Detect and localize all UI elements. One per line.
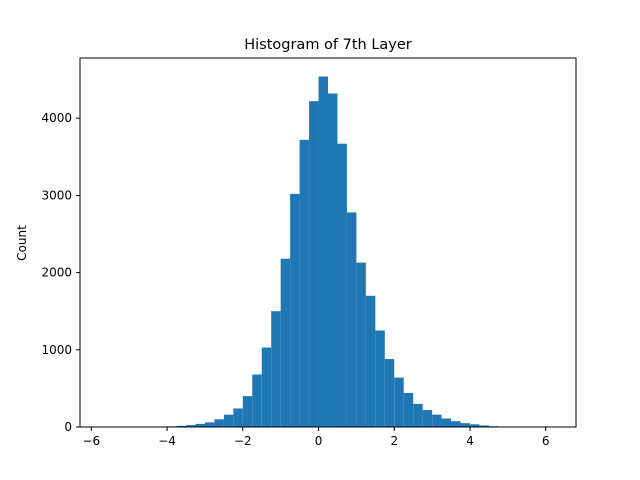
histogram-bar — [469, 424, 480, 427]
histogram-bar — [413, 403, 423, 427]
histogram-bar — [432, 414, 442, 427]
histogram-bar — [384, 359, 395, 427]
plot-area-frame — [79, 57, 577, 428]
histogram-bar — [318, 76, 328, 428]
histogram-bars — [91, 76, 556, 428]
histogram-bar — [261, 347, 272, 427]
x-tick-label: 6 — [542, 434, 550, 448]
x-tick-label: −6 — [83, 434, 101, 448]
histogram-bar — [460, 423, 470, 427]
histogram-bar — [375, 330, 385, 427]
histogram-bar — [309, 101, 319, 427]
histogram-bar — [451, 421, 461, 427]
histogram-bar — [365, 295, 376, 427]
histogram-bar — [242, 396, 253, 427]
histogram-bar — [346, 212, 357, 427]
histogram-bar — [403, 393, 414, 427]
x-tick-label: 0 — [315, 434, 323, 448]
y-tick-label: 2000 — [41, 266, 72, 280]
y-axis-label: Count — [15, 225, 29, 261]
y-axis-ticks: 0 1000 2000 3000 4000 — [41, 111, 80, 434]
histogram-bar — [223, 414, 234, 427]
histogram-bar — [195, 423, 205, 427]
histogram-bar — [280, 258, 291, 427]
y-tick-label: 1000 — [41, 343, 72, 357]
histogram-bar — [356, 262, 366, 427]
y-tick-label: 3000 — [41, 188, 72, 202]
histogram-bar — [441, 418, 452, 427]
histogram-bar — [204, 422, 215, 427]
histogram-bar — [328, 93, 338, 427]
histogram-bar — [394, 377, 404, 427]
x-tick-label: 2 — [390, 434, 398, 448]
histogram-bar — [422, 410, 433, 427]
x-tick-label: 4 — [466, 434, 474, 448]
histogram-bar — [176, 425, 187, 427]
x-tick-label: −2 — [234, 434, 252, 448]
histogram-bar — [252, 374, 262, 427]
histogram-bar — [337, 143, 347, 427]
histogram-bar — [479, 425, 489, 427]
histogram-bar — [299, 139, 310, 428]
histogram-bar — [214, 419, 224, 427]
histogram-bar — [233, 408, 243, 427]
y-tick-label: 0 — [64, 420, 72, 434]
histogram-bar — [290, 193, 300, 427]
histogram-bar — [186, 425, 196, 427]
histogram-bar — [271, 311, 281, 427]
x-axis-ticks: −6 −4 −2 0 2 4 6 — [83, 427, 550, 448]
y-tick-label: 4000 — [41, 111, 72, 125]
x-tick-label: −4 — [158, 434, 176, 448]
chart-title: Histogram of 7th Layer — [244, 37, 412, 53]
